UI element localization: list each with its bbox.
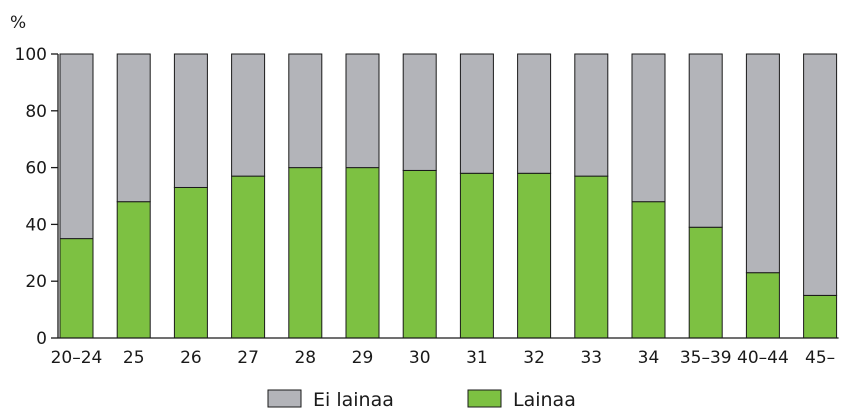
- legend-label: Lainaa: [513, 389, 576, 410]
- y-axis-unit-label: %: [10, 13, 26, 33]
- x-tick-label: 29: [352, 348, 374, 368]
- x-tick-label: 34: [638, 348, 660, 368]
- bar-ei-lainaa: [803, 53, 838, 296]
- bar-ei-lainaa: [688, 53, 723, 228]
- bar-lainaa: [688, 226, 723, 339]
- bar-lainaa: [574, 175, 609, 339]
- x-tick-label: 27: [237, 348, 259, 368]
- x-tick-label: 28: [294, 348, 316, 368]
- bar-lainaa: [517, 172, 552, 339]
- x-tick-label: 45–: [805, 348, 835, 368]
- bar-lainaa: [288, 167, 323, 339]
- bar-ei-lainaa: [631, 53, 666, 203]
- bar-ei-lainaa: [288, 53, 323, 169]
- y-tick-label: 20: [25, 272, 47, 292]
- bar-ei-lainaa: [745, 53, 780, 274]
- bar-lainaa: [631, 201, 666, 339]
- y-tick-label: 60: [25, 159, 47, 179]
- bar-lainaa: [173, 186, 208, 339]
- legend-label: Ei lainaa: [313, 389, 394, 410]
- x-tick-label: 31: [466, 348, 488, 368]
- bar-lainaa: [231, 175, 266, 339]
- x-tick-label: 33: [580, 348, 602, 368]
- bar-lainaa: [402, 169, 437, 339]
- bar-ei-lainaa: [173, 53, 208, 188]
- bar-ei-lainaa: [59, 53, 94, 240]
- bars: [59, 53, 838, 339]
- y-tick-label: 40: [25, 215, 47, 235]
- y-tick-label: 0: [36, 329, 47, 349]
- x-tick-label: 40–44: [737, 348, 789, 368]
- bar-ei-lainaa: [345, 53, 380, 169]
- bar-ei-lainaa: [402, 53, 437, 171]
- bar-lainaa: [803, 294, 838, 339]
- bar-lainaa: [745, 272, 780, 339]
- y-tick-label: 80: [25, 102, 47, 122]
- bar-lainaa: [459, 172, 494, 339]
- x-tick-label: 35–39: [680, 348, 732, 368]
- legend-swatch: [267, 389, 302, 408]
- bar-lainaa: [345, 167, 380, 339]
- bar-lainaa: [59, 238, 94, 339]
- x-tick-label: 20–24: [51, 348, 103, 368]
- x-tick-label: 30: [409, 348, 431, 368]
- y-axis: 0 20 40 60 80 100: [15, 45, 59, 349]
- bar-ei-lainaa: [231, 53, 266, 177]
- bar-ei-lainaa: [116, 53, 151, 203]
- bar-ei-lainaa: [459, 53, 494, 174]
- bar-lainaa: [116, 201, 151, 339]
- x-tick-label: 32: [523, 348, 545, 368]
- bar-ei-lainaa: [517, 53, 552, 174]
- legend-swatch: [467, 389, 502, 408]
- x-tick-label: 25: [123, 348, 145, 368]
- bar-ei-lainaa: [574, 53, 609, 177]
- legend: Ei lainaa Lainaa: [267, 389, 576, 410]
- x-axis: 20–24 25 26 27 28 29 30 31 32 33 34 35–39 40–44 45–: [51, 337, 839, 368]
- x-tick-label: 26: [180, 348, 202, 368]
- y-tick-label: 100: [15, 45, 47, 65]
